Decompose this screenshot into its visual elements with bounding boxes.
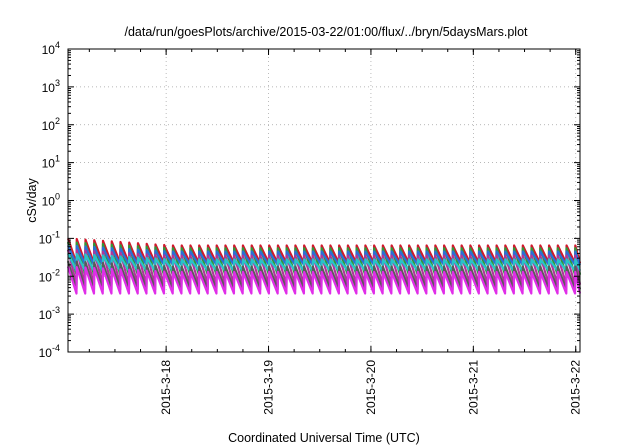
- y-tick-label: 102: [42, 116, 60, 133]
- y-tick-label: 10-4: [39, 343, 60, 360]
- x-tick-label: 2015-3-22: [569, 360, 583, 415]
- y-tick-label: 10-1: [39, 229, 60, 246]
- y-tick-label: 104: [42, 40, 60, 57]
- y-tick-label: 103: [42, 78, 60, 95]
- x-tick-label: 2015-3-18: [159, 360, 173, 415]
- chart-title: /data/run/goesPlots/archive/2015-03-22/0…: [124, 25, 528, 39]
- series-line-5: [67, 252, 582, 272]
- series-group: [66, 237, 582, 295]
- y-tick-label: 101: [42, 154, 60, 171]
- y-tick-label: 100: [42, 192, 60, 209]
- series-line-7: [66, 265, 582, 295]
- x-tick-label: 2015-3-19: [262, 360, 276, 415]
- y-tick-label: 10-2: [39, 267, 60, 284]
- x-axis-label: Coordinated Universal Time (UTC): [228, 431, 420, 445]
- x-tick-label: 2015-3-20: [364, 360, 378, 415]
- x-tick-label: 2015-3-21: [466, 360, 480, 415]
- y-tick-label: 10-3: [39, 305, 60, 322]
- y-axis-label: cSv/day: [25, 178, 39, 223]
- axis-ticks: 10-4 10-3 10-2 10-1 100 101 102 103 104 2015-3-18…: [39, 40, 583, 415]
- grid: [68, 49, 580, 352]
- series-line-1: [66, 237, 582, 265]
